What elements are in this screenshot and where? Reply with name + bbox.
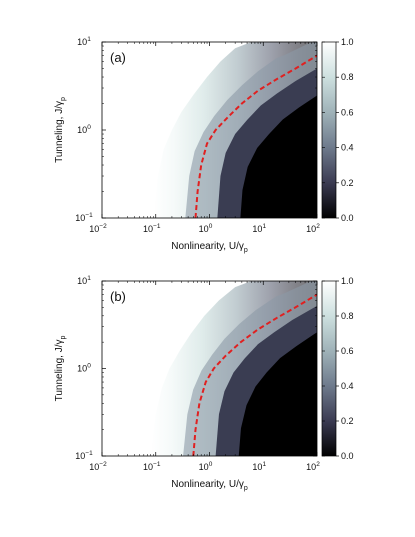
x-tick-label: 102: [306, 223, 320, 234]
x-tick-label: 10−1: [143, 461, 161, 472]
y-axis-label-subscript: p: [60, 336, 67, 340]
y-tick-base: 10: [77, 364, 87, 374]
y-tick-label: 10−1: [75, 450, 93, 461]
x-tick-base: 10: [143, 462, 153, 472]
x-tick-label: 100: [199, 223, 213, 234]
y-tick-base: 10: [75, 451, 85, 461]
x-tick-base: 10: [199, 224, 209, 234]
panel-label: (a): [110, 50, 126, 65]
x-tick-exponent: 2: [316, 461, 320, 468]
contour-dashed-line: [192, 293, 317, 456]
x-tick-label: 10−1: [143, 223, 161, 234]
x-tick-base: 10: [143, 224, 153, 234]
colorbar-tick-label: 1.0: [341, 276, 354, 286]
colorbar-tick-label: 0.0: [341, 213, 354, 223]
y-tick-exponent: 0: [87, 363, 91, 370]
x-tick-base: 10: [89, 462, 99, 472]
x-tick-label: 10−2: [89, 223, 107, 234]
colorbar-tick-label: 0.2: [341, 416, 354, 426]
y-tick-exponent: −1: [85, 212, 93, 219]
colorbar: [321, 280, 337, 457]
panel-1: 10−2 10−1 100 101 10210−1100101Nonlinearity,…: [54, 275, 354, 492]
x-axis-label: Nonlinearity, U/γp: [171, 241, 248, 254]
panel-label: (b): [110, 289, 126, 304]
x-tick-exponent: 1: [262, 461, 266, 468]
x-tick-label: 101: [252, 223, 266, 234]
x-tick-exponent: 2: [316, 223, 320, 230]
y-tick-exponent: −1: [85, 450, 93, 457]
y-tick-exponent: 0: [87, 124, 91, 131]
y-tick-label: 100: [77, 363, 91, 374]
y-axis-label: Tunneling, J/γp: [54, 97, 67, 163]
y-axis-label-text: Tunneling, J/γ: [54, 101, 65, 163]
x-axis-label-subscript: p: [244, 485, 248, 492]
y-tick-label: 100: [77, 124, 91, 135]
y-tick-label: 101: [77, 36, 91, 47]
x-tick-base: 10: [252, 224, 262, 234]
y-tick-base: 10: [77, 125, 87, 135]
x-tick-exponent: 0: [209, 461, 213, 468]
x-tick-exponent: −2: [99, 461, 107, 468]
colorbar-tick-label: 0.4: [341, 381, 354, 391]
heatmap-black-band: [238, 332, 317, 456]
contour-dashed-line: [194, 54, 317, 218]
y-tick-exponent: 1: [87, 36, 91, 43]
y-tick-exponent: 1: [87, 275, 91, 282]
x-axis-label-text: Nonlinearity, U/γ: [171, 479, 244, 490]
x-tick-exponent: −1: [153, 223, 161, 230]
colorbar-tick-label: 0.8: [341, 72, 354, 82]
heatmap-area: [102, 281, 317, 456]
heatmap-area: [102, 42, 317, 218]
y-tick-base: 10: [75, 213, 85, 223]
colorbar-tick-label: 1.0: [341, 37, 354, 47]
y-tick-base: 10: [77, 37, 87, 47]
x-tick-label: 102: [306, 461, 320, 472]
x-tick-label: 101: [252, 461, 266, 472]
colorbar: [321, 41, 337, 219]
x-axis-label-subscript: p: [244, 247, 248, 254]
heatmap-black-band: [240, 95, 317, 218]
x-tick-exponent: −1: [153, 461, 161, 468]
panel-0: 10−2 10−1 100 101 10210−1100101Nonlinearity,…: [54, 36, 354, 254]
x-tick-base: 10: [252, 462, 262, 472]
y-tick-label: 10−1: [75, 212, 93, 223]
x-tick-base: 10: [89, 224, 99, 234]
colorbar-tick-label: 0.6: [341, 107, 354, 117]
colorbar-tick-label: 0.8: [341, 311, 354, 321]
y-axis-label-subscript: p: [60, 97, 67, 101]
x-tick-base: 10: [306, 224, 316, 234]
x-tick-exponent: 0: [209, 223, 213, 230]
colorbar-tick-label: 0.0: [341, 451, 354, 461]
x-tick-exponent: 1: [262, 223, 266, 230]
x-tick-base: 10: [306, 462, 316, 472]
x-tick-label: 10−2: [89, 461, 107, 472]
x-axis-label-text: Nonlinearity, U/γ: [171, 241, 244, 252]
colorbar-tick-label: 0.2: [341, 178, 354, 188]
x-tick-label: 100: [199, 461, 213, 472]
x-tick-exponent: −2: [99, 223, 107, 230]
colorbar-tick-label: 0.4: [341, 143, 354, 153]
x-tick-base: 10: [199, 462, 209, 472]
y-axis-label: Tunneling, J/γp: [54, 336, 67, 402]
y-tick-label: 101: [77, 275, 91, 286]
colorbar-tick-label: 0.6: [341, 346, 354, 356]
y-axis-label-text: Tunneling, J/γ: [54, 340, 65, 402]
x-axis-label: Nonlinearity, U/γp: [171, 479, 248, 492]
y-tick-base: 10: [77, 276, 87, 286]
